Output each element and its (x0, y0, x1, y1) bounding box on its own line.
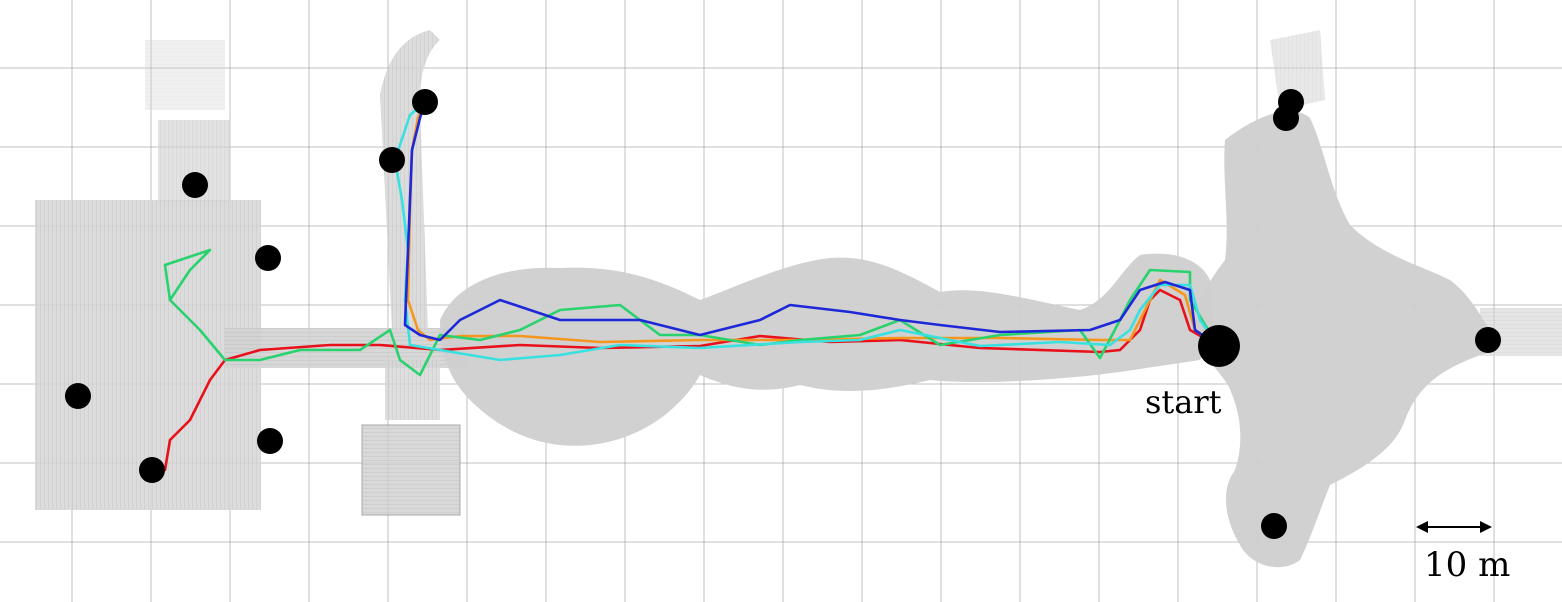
waypoint-marker (1475, 327, 1501, 353)
waypoint-marker (139, 457, 165, 483)
waypoint-marker (65, 383, 91, 409)
scale-label: 10 m (1424, 545, 1510, 585)
point-cloud (35, 30, 1562, 568)
cloud-top-right (1270, 30, 1325, 110)
cloud-ghost-top (145, 40, 225, 110)
scale-bar (1416, 521, 1492, 533)
start-marker (1198, 325, 1240, 367)
cloud-cave-right (1195, 110, 1495, 568)
waypoint-marker (379, 147, 405, 173)
path-cyan (393, 100, 1220, 362)
path-green (163, 248, 1220, 377)
waypoint-marker (1273, 105, 1299, 131)
start-label: start (1145, 383, 1222, 421)
waypoint-markers (65, 89, 1501, 539)
cloud-box-bottom (361, 424, 461, 516)
waypoint-marker (182, 172, 208, 198)
waypoint-marker (1261, 513, 1287, 539)
waypoint-marker (255, 245, 281, 271)
waypoint-marker (412, 89, 438, 115)
waypoint-marker (257, 428, 283, 454)
cloud-cave-main (440, 253, 1215, 446)
trajectories (150, 100, 1220, 472)
path-blue (403, 100, 1220, 348)
